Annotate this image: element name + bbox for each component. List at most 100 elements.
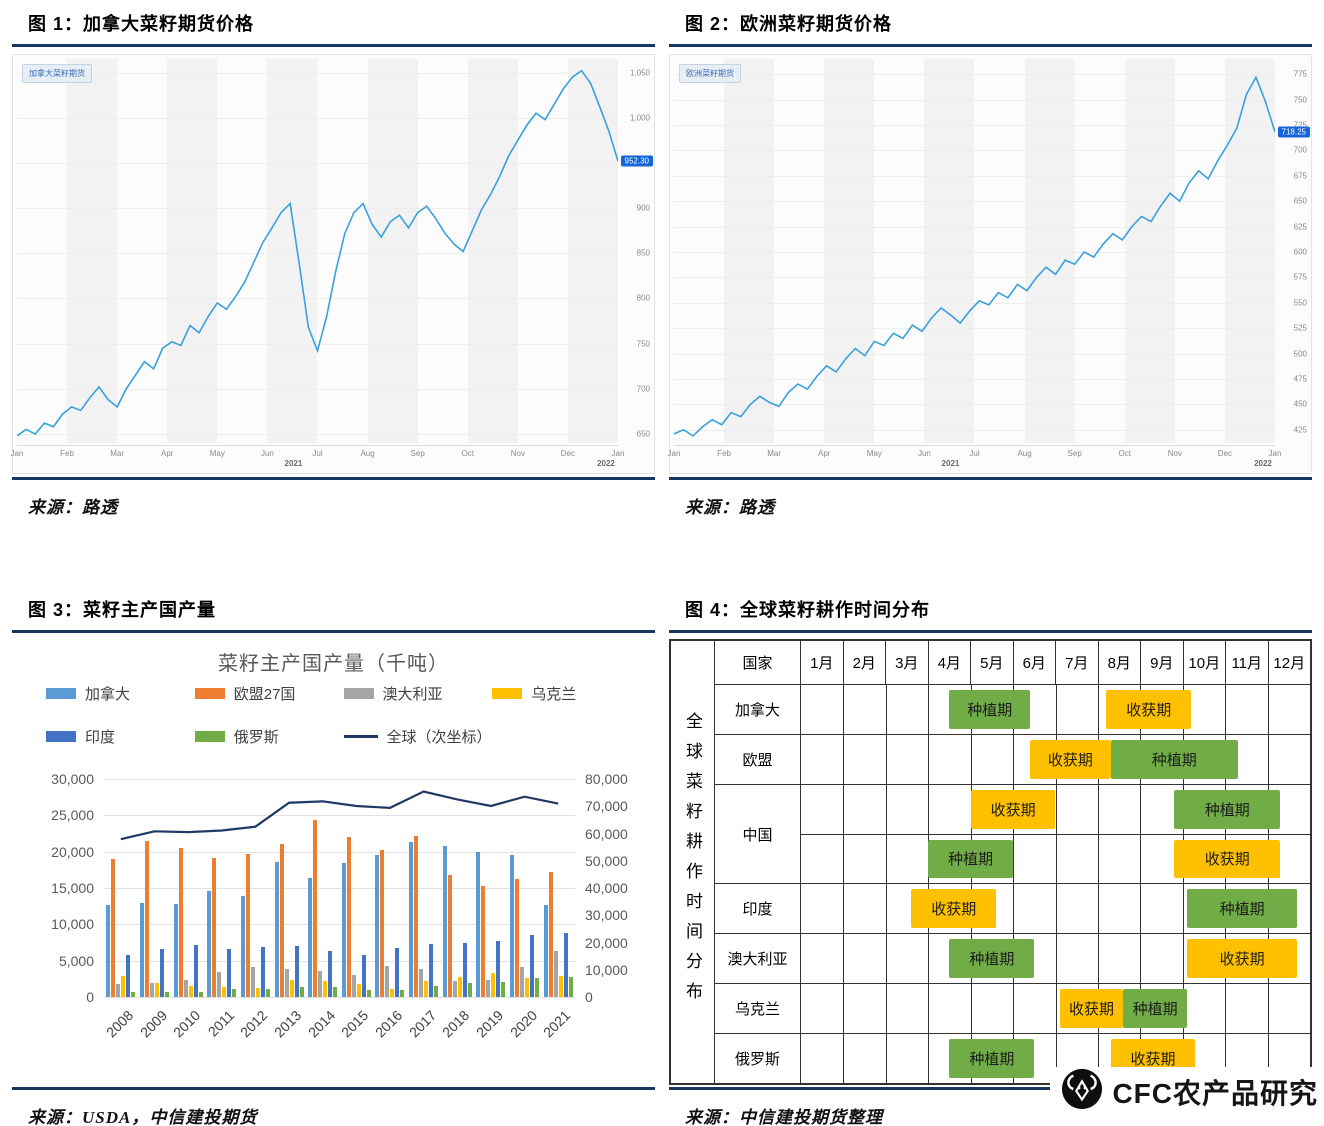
gridline: [104, 888, 575, 889]
x-tick-label: Sep: [1067, 449, 1082, 458]
grid-line: [1140, 834, 1142, 883]
grid-line: [843, 884, 845, 933]
bar-印度: [361, 954, 366, 997]
right-axis-label: 60,000: [585, 825, 628, 842]
right-axis-label: 30,000: [585, 907, 628, 924]
x-tick-label: 2015: [338, 1007, 372, 1041]
bar-澳大利亚: [217, 972, 222, 997]
row-lines: 收获期 种植期 种植期 收获期: [801, 785, 1310, 883]
bar-澳大利亚: [284, 969, 289, 997]
legend-label: 澳大利亚: [382, 686, 443, 703]
header-row: 国家 1月 2月 3月 4月 5月 6月 7月 8月 9月 10月 11月 12月: [715, 641, 1310, 685]
grid-line: [1055, 934, 1057, 983]
gridline: [674, 99, 1275, 101]
grid-line: [1225, 984, 1227, 1033]
x-tick-label: Aug: [1017, 449, 1032, 458]
planting-period-block: 种植期: [1110, 740, 1238, 779]
figure4-panel: 图 4：全球菜籽耕作时间分布 全球菜籽耕作时间分布 国家 1月 2月 3月 4月 5月 6月 7…: [669, 592, 1312, 1126]
grid-line: [1055, 984, 1057, 1033]
bar-欧盟27国: [380, 849, 385, 997]
grid-line: [1225, 685, 1227, 734]
left-axis-label: 30,000: [51, 771, 94, 787]
grid-line: [1140, 884, 1142, 933]
gridline: [104, 851, 575, 853]
bar-印度: [328, 951, 333, 997]
bar-俄罗斯: [501, 982, 506, 997]
cfc-logo: CFC农产品研究: [1050, 1067, 1318, 1116]
planting-period-block: 种植期: [928, 839, 1014, 878]
bar-乌克兰: [457, 977, 462, 997]
bar-加拿大: [139, 903, 144, 997]
bar-乌克兰: [222, 986, 227, 997]
y-tick-label: 750: [1293, 95, 1307, 105]
x-tick-label: 2018: [439, 1007, 473, 1041]
bar-加拿大: [341, 863, 346, 997]
bar-欧盟27国: [212, 857, 217, 997]
y-tick-label: 900: [636, 203, 650, 213]
bar-印度: [227, 949, 232, 997]
grid-line: [1182, 934, 1184, 983]
divider-line: [12, 477, 655, 480]
vertical-title-text: 全球菜籽耕作时间分布: [683, 712, 702, 1012]
bar-俄罗斯: [467, 982, 472, 997]
divider-line: [12, 1087, 655, 1090]
y-tick-label: 425: [1293, 425, 1307, 435]
bar-group: [541, 779, 575, 997]
country-label: 印度: [715, 884, 801, 933]
grid-line: [843, 685, 845, 734]
legend-swatch: [343, 688, 374, 699]
bar-俄罗斯: [164, 992, 169, 997]
x-tick-label: 2008: [102, 1007, 137, 1041]
gridline: [17, 208, 618, 210]
row-lines: 收获期 种植期: [801, 884, 1310, 933]
bar-俄罗斯: [400, 989, 405, 997]
cfc-logo-text: CFC农产品研究: [1112, 1077, 1318, 1109]
x-tick-label: May: [209, 449, 225, 458]
bar-澳大利亚: [520, 967, 525, 997]
x-tick-label: Nov: [1167, 449, 1182, 458]
year-label: 2021: [284, 459, 303, 468]
legend-swatch: [46, 731, 76, 742]
timeline: 种植期 收获期: [801, 685, 1310, 734]
legend-item: 欧盟27国: [194, 683, 338, 704]
country-label: 澳大利亚: [715, 934, 801, 983]
y-tick-label: 1,000: [629, 113, 650, 123]
divider-line: [669, 630, 1312, 633]
line-series: [104, 779, 575, 997]
country-row: 澳大利亚 种植期 收获期: [715, 934, 1310, 984]
bar-加拿大: [173, 904, 178, 997]
y-tick-label: 675: [1293, 171, 1307, 181]
right-axis-label: 70,000: [585, 798, 628, 815]
figure1-chart: 加拿大菜籽期货 952.30 6507007508008509009501,00…: [11, 54, 655, 474]
timeline: 收获期 种植期: [801, 884, 1310, 933]
legend-item: 澳大利亚: [343, 683, 487, 704]
y-tick-label: 500: [1293, 349, 1307, 359]
legend-label: 印度: [85, 729, 116, 746]
bar-乌克兰: [121, 976, 126, 997]
gridline: [17, 343, 618, 345]
figure2-symbol-tag: 欧洲菜籽期货: [679, 64, 741, 83]
left-axis-label: 5,000: [58, 952, 94, 969]
grid-line: [1055, 685, 1057, 734]
legend-label: 欧盟27国: [233, 686, 296, 703]
right-axis-label: 80,000: [585, 771, 628, 787]
bar-印度: [260, 947, 265, 997]
month-header: 11月: [1226, 641, 1269, 684]
figure1-terminal-chart: 加拿大菜籽期货 952.30 6507007508008509009501,00…: [11, 54, 655, 474]
bar-印度: [126, 954, 131, 997]
planting-period-block: 种植期: [949, 690, 1031, 729]
gridline: [17, 72, 618, 74]
bar-group: [138, 779, 172, 997]
figure3-legend: 加拿大 欧盟27国 澳大利亚 乌克兰 印度 俄罗斯 全球（次坐标）: [46, 683, 635, 747]
legend-label: 全球（次坐标）: [386, 729, 492, 746]
month-band: [267, 59, 318, 443]
bar-乌克兰: [323, 981, 328, 997]
x-tick-label: Apr: [818, 449, 831, 458]
legend-swatch: [343, 735, 378, 738]
grid-line: [843, 735, 845, 784]
bar-印度: [193, 945, 198, 997]
x-tick-label: Aug: [360, 449, 375, 458]
bar-group: [272, 779, 306, 997]
figure3-title: 图 3：菜籽主产国产量: [28, 600, 217, 620]
grid-line: [970, 735, 972, 784]
